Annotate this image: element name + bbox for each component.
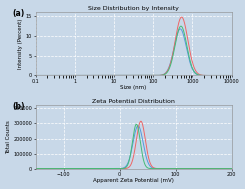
- Y-axis label: Intensity (Percent): Intensity (Percent): [18, 19, 23, 69]
- Title: Size Distribution by Intensity: Size Distribution by Intensity: [88, 5, 179, 11]
- Text: (a): (a): [12, 9, 24, 18]
- Y-axis label: Total Counts: Total Counts: [6, 120, 11, 154]
- Title: Zeta Potential Distribution: Zeta Potential Distribution: [92, 99, 175, 104]
- X-axis label: Apparent Zeta Potential (mV): Apparent Zeta Potential (mV): [93, 178, 174, 184]
- Text: (b): (b): [12, 102, 24, 111]
- X-axis label: Size (nm): Size (nm): [121, 85, 147, 90]
